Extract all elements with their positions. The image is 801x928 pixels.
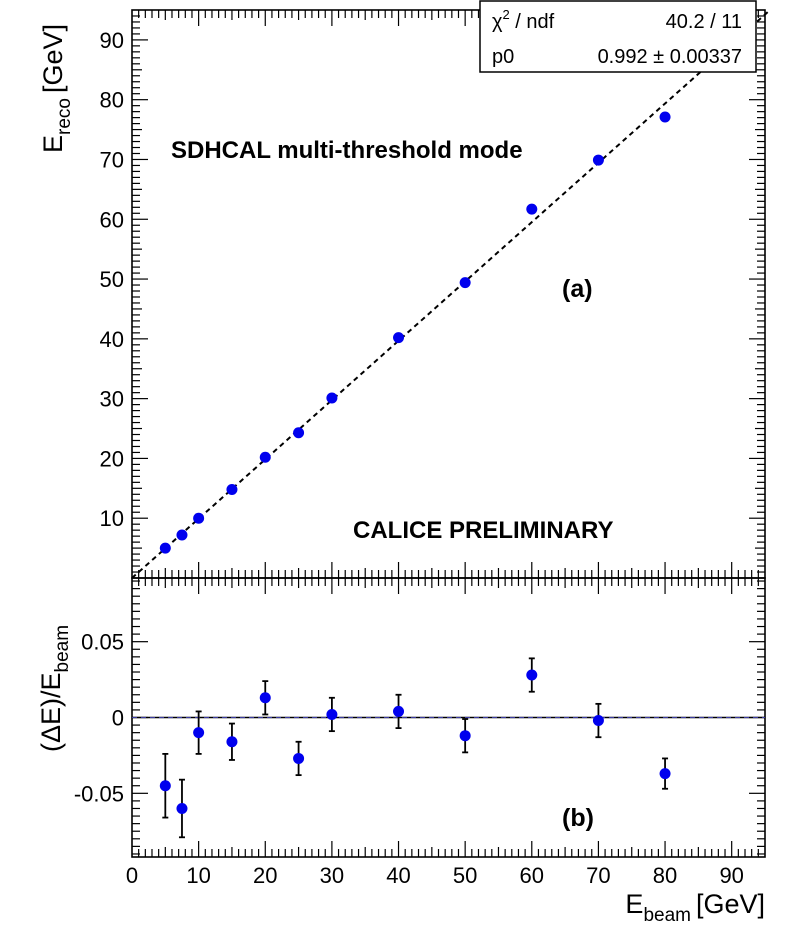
- bottom-data-point: [159, 780, 171, 792]
- stats-p0-value: 0.992 ± 0.00337: [598, 46, 742, 68]
- top-data-point: [176, 529, 188, 541]
- bottom-data-point: [393, 705, 405, 717]
- top-data-point: [592, 154, 604, 166]
- bottom-x-tick-label: 20: [253, 863, 277, 888]
- bottom-data-point: [193, 727, 205, 739]
- bottom-data-points: [159, 657, 671, 839]
- top-y-tick-label: 50: [100, 267, 124, 292]
- bottom-data-point: [592, 715, 604, 727]
- bottom-x-tick-label: 90: [719, 863, 743, 888]
- top-data-point: [659, 111, 671, 123]
- bottom-tick-labels: 0 10 20 30 40 50 60 70 80 90 -0.05 0 0.05: [74, 630, 744, 888]
- top-y-axis-title: Ereco[GeV]: [38, 24, 75, 153]
- annotation-calice-preliminary: CALICE PRELIMINARY: [353, 517, 613, 544]
- top-data-point: [459, 277, 471, 289]
- annotation-sdhcal-mode: SDHCAL multi-threshold mode: [171, 137, 523, 164]
- annotation-panel-a: (a): [562, 275, 593, 303]
- bottom-x-tick-label: 30: [320, 863, 344, 888]
- top-data-point: [293, 427, 305, 439]
- fit-stats-box: χ2 / ndf 40.2 / 11 p0 0.992 ± 0.00337: [479, 0, 757, 73]
- annotation-panel-b: (b): [562, 804, 594, 832]
- bottom-y-tick-label: -0.05: [74, 781, 124, 806]
- bottom-data-point: [526, 669, 538, 681]
- bottom-y-axis-title: (ΔE)/Ebeam: [36, 625, 73, 752]
- stats-p0-label: p0: [492, 46, 514, 68]
- bottom-data-point: [176, 802, 188, 814]
- top-y-tick-label: 40: [100, 327, 124, 352]
- top-data-point: [393, 332, 405, 344]
- bottom-x-tick-label: 50: [453, 863, 477, 888]
- bottom-x-tick-label: 0: [126, 863, 138, 888]
- bottom-data-point: [459, 730, 471, 742]
- bottom-x-tick-label: 40: [386, 863, 410, 888]
- bottom-x-tick-label: 60: [520, 863, 544, 888]
- bottom-x-tick-label: 70: [586, 863, 610, 888]
- bottom-y-tick-label: 0: [112, 706, 124, 731]
- stats-chi2-label: χ2 / ndf: [492, 7, 555, 33]
- top-y-tick-label: 70: [100, 147, 124, 172]
- top-data-point: [159, 542, 171, 554]
- top-y-tick-label: 60: [100, 207, 124, 232]
- bottom-data-point: [259, 692, 271, 704]
- stats-chi2-value: 40.2 / 11: [666, 11, 742, 33]
- top-fit-line-group: [131, 9, 771, 579]
- top-y-tick-label: 30: [100, 387, 124, 412]
- fit-line: [131, 9, 771, 579]
- top-data-point: [193, 512, 205, 524]
- top-data-point: [226, 484, 238, 496]
- top-y-tick-label: 90: [100, 28, 124, 53]
- bottom-data-point: [326, 708, 338, 720]
- x-axis-title: Ebeam [GeV]: [625, 889, 765, 926]
- bottom-x-tick-label: 80: [653, 863, 677, 888]
- top-data-point: [526, 203, 538, 215]
- top-y-tick-label: 80: [100, 88, 124, 113]
- top-y-tick-label: 10: [100, 506, 124, 531]
- bottom-panel-ticks: [132, 578, 765, 857]
- bottom-data-point: [659, 768, 671, 780]
- top-panel-ticks: [132, 10, 765, 578]
- bottom-data-point: [226, 736, 238, 748]
- bottom-data-point: [293, 752, 305, 764]
- top-data-points: [159, 111, 671, 554]
- top-data-point: [326, 392, 338, 404]
- top-y-tick-labels: 10 20 30 40 50 60 70 80 90: [100, 28, 124, 531]
- top-data-point: [259, 451, 271, 463]
- bottom-x-tick-label: 10: [186, 863, 210, 888]
- top-y-tick-label: 20: [100, 446, 124, 471]
- bottom-y-tick-label: 0.05: [81, 630, 124, 655]
